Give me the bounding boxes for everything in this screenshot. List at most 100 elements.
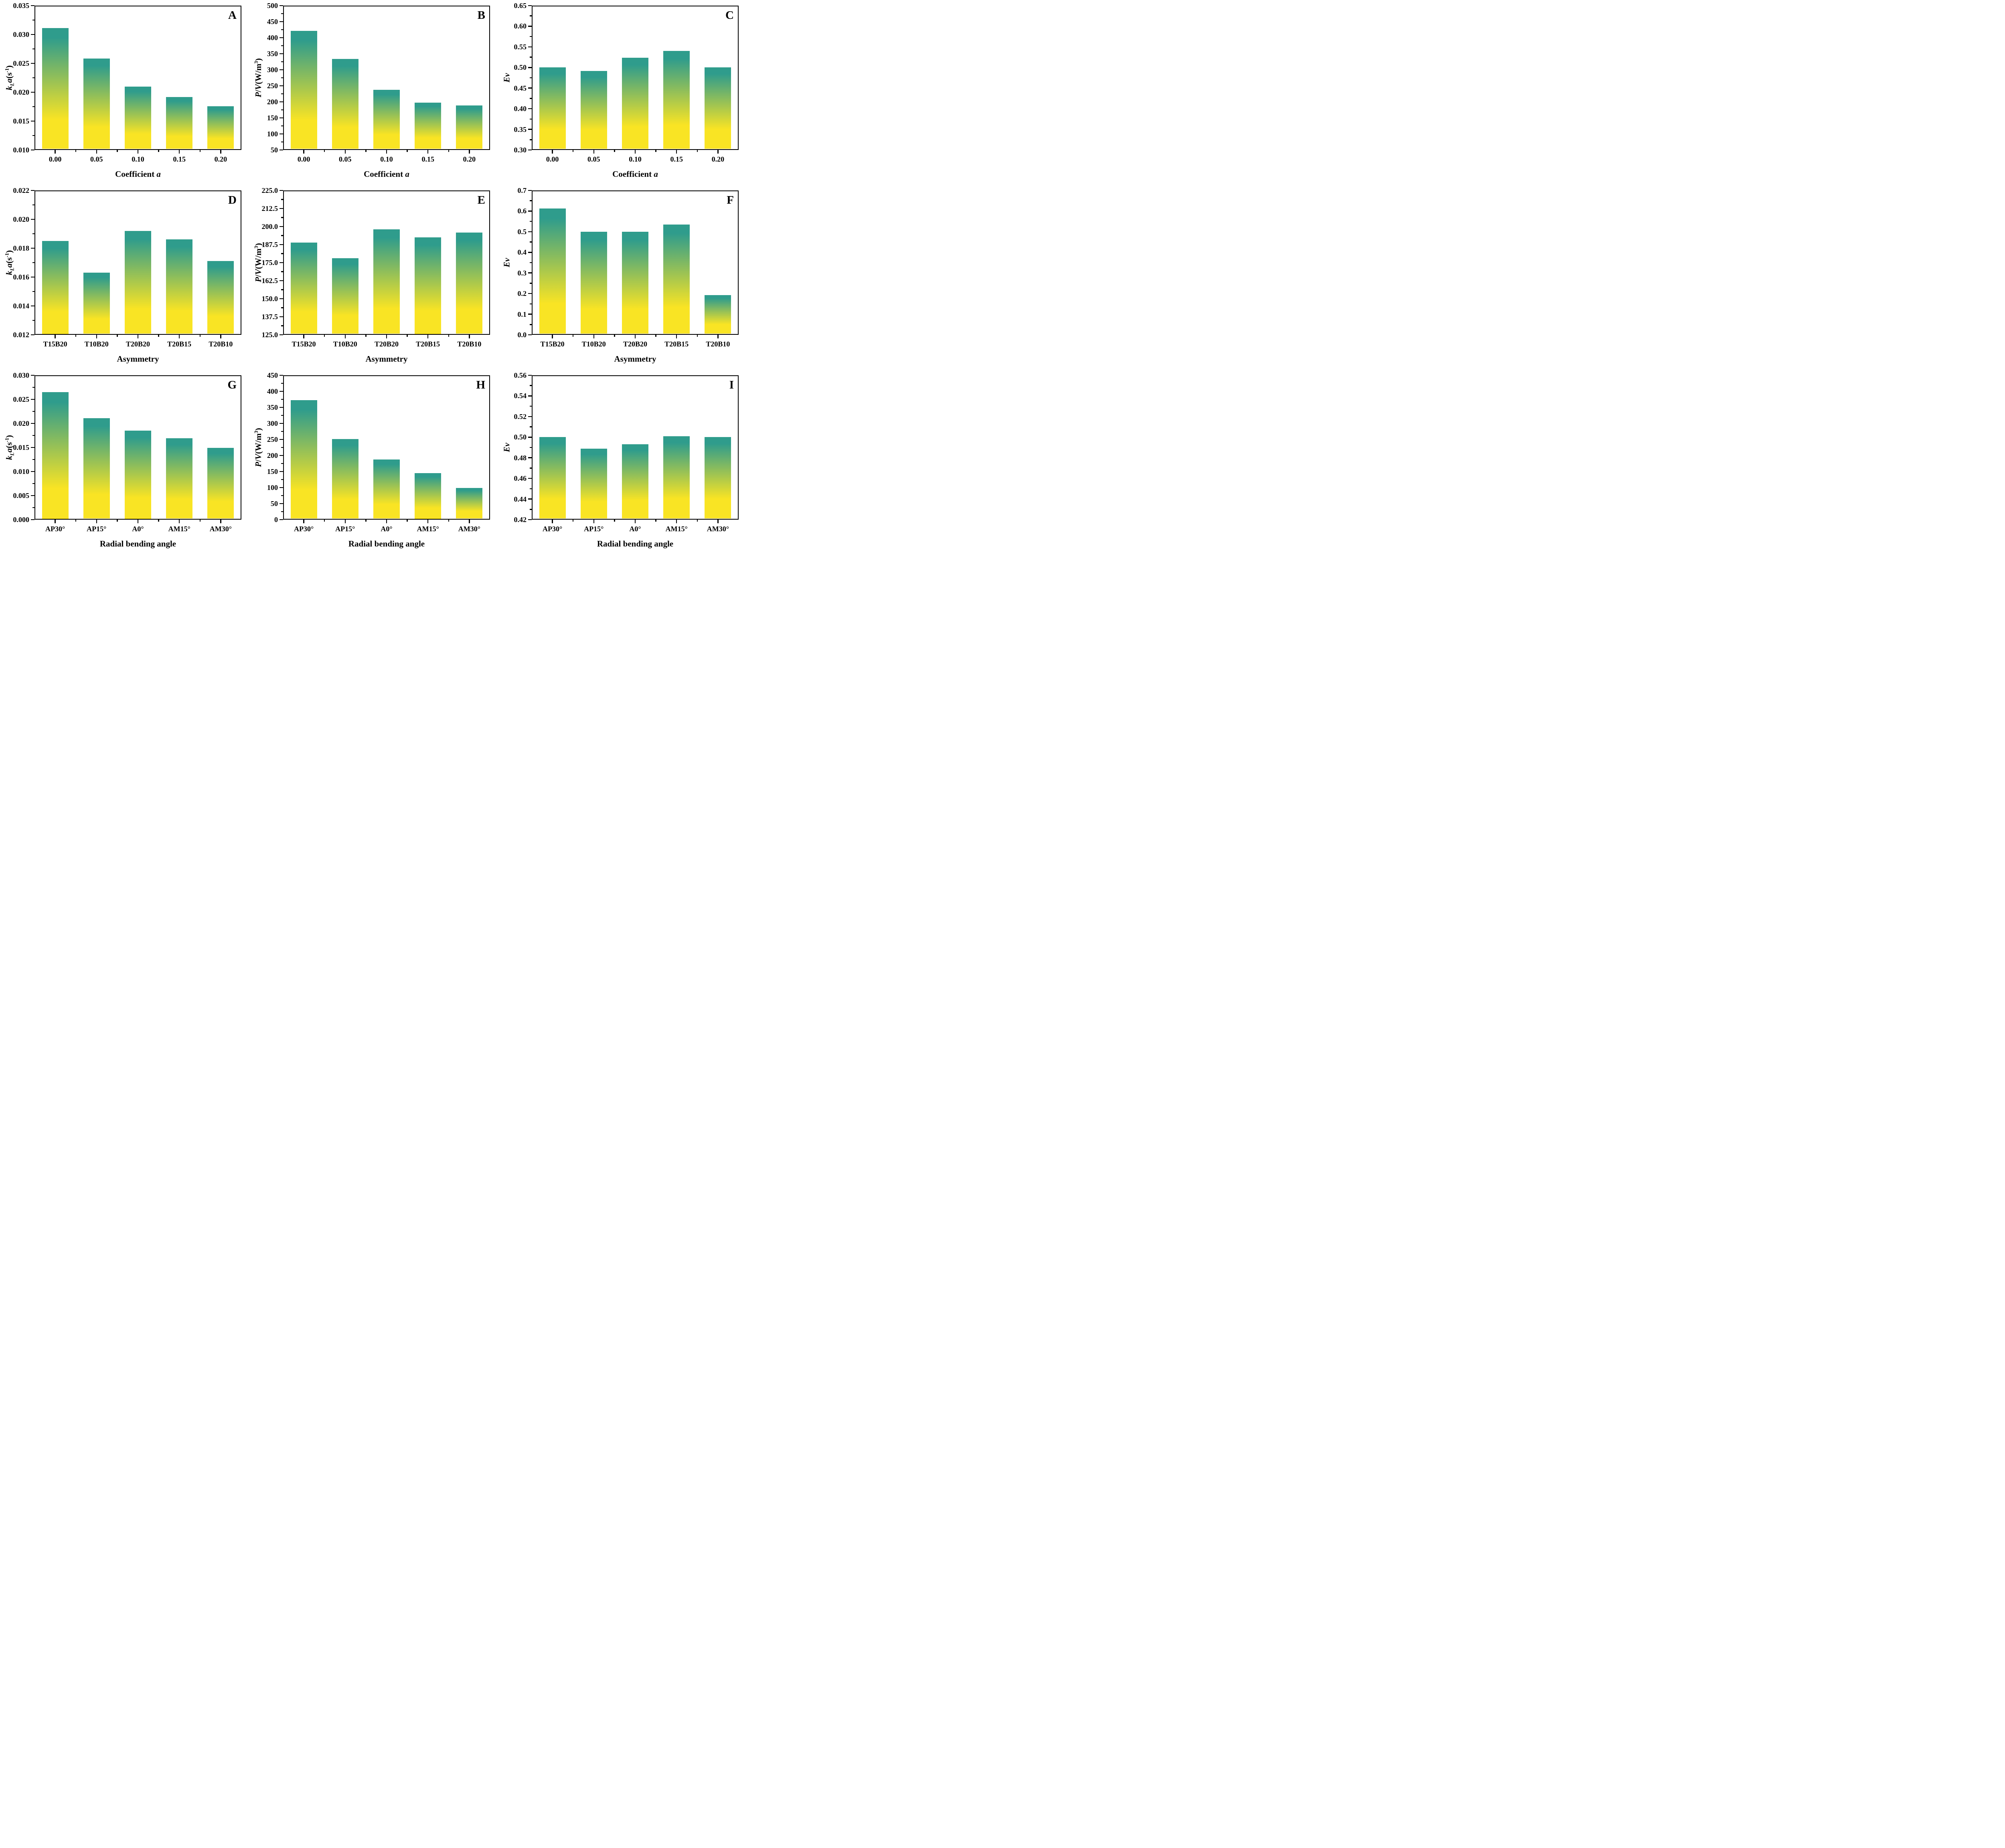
bar-0.20	[456, 105, 483, 149]
x-tick-label: AM15°	[665, 525, 688, 533]
y-tick-label: 200	[267, 451, 278, 459]
panel-letter: D	[228, 194, 237, 206]
y-tick-label: 0.50	[514, 433, 527, 441]
y-minor-tick	[32, 77, 34, 79]
bar-AM30°	[705, 437, 731, 519]
bar-A0°	[373, 459, 400, 519]
y-tick	[31, 247, 34, 249]
y-minor-tick	[530, 426, 532, 427]
y-minor-tick	[32, 411, 34, 412]
y-tick	[279, 133, 283, 135]
y-minor-tick	[530, 324, 532, 325]
x-minor-tick	[614, 520, 615, 522]
bar-AM30°	[456, 488, 483, 519]
x-minor-tick	[572, 335, 574, 337]
y-tick-label: 50	[271, 500, 278, 508]
y-tick	[528, 272, 532, 273]
bar-0.00	[42, 28, 69, 149]
y-tick	[279, 85, 283, 87]
y-minor-tick	[530, 221, 532, 222]
y-tick-label: 200.0	[261, 223, 278, 231]
bar-T20B20	[622, 231, 649, 334]
y-tick-label: 162.5	[261, 277, 278, 285]
y-tick-label: 0.52	[514, 412, 527, 421]
y-tick	[528, 314, 532, 315]
y-minor-tick	[530, 488, 532, 490]
y-tick	[279, 298, 283, 300]
x-axis-title: Radial bending angle	[99, 539, 176, 549]
y-tick	[528, 108, 532, 109]
y-axis-title: kLa(s-1)	[4, 435, 15, 460]
x-minor-tick	[448, 520, 450, 522]
y-tick-label: 0.42	[514, 516, 527, 524]
bar-AM15°	[166, 438, 193, 519]
x-tick-label: T15B20	[43, 340, 67, 348]
y-tick	[528, 374, 532, 376]
x-tick-label: 0.20	[214, 155, 227, 163]
y-tick-label: 0.018	[13, 244, 30, 252]
x-tick-label: T10B20	[84, 340, 109, 348]
y-minor-tick	[281, 13, 283, 14]
x-tick-label: AM30°	[209, 525, 232, 533]
y-minor-tick	[281, 141, 283, 143]
x-tick	[717, 150, 719, 154]
bar-T15B20	[290, 243, 317, 334]
x-tick-label: T15B20	[292, 340, 316, 348]
x-tick-label: 0.05	[587, 155, 600, 163]
x-tick-label: 0.00	[546, 155, 559, 163]
y-tick-label: 187.5	[261, 241, 278, 249]
y-minor-tick	[530, 447, 532, 448]
y-tick-label: 250	[267, 82, 278, 90]
y-axis-title: kLa(s-1)	[4, 65, 15, 90]
x-tick	[676, 520, 677, 523]
x-tick	[386, 520, 387, 523]
y-tick	[279, 5, 283, 6]
x-tick	[593, 520, 595, 523]
y-tick-label: 0.020	[13, 88, 30, 96]
y-tick-label: 0	[274, 516, 278, 524]
y-tick	[31, 34, 34, 35]
bar-T20B20	[373, 229, 400, 334]
y-tick	[528, 129, 532, 130]
y-tick-label: 100	[267, 484, 278, 492]
y-tick-label: 0.030	[13, 30, 30, 38]
x-tick	[676, 150, 677, 154]
y-minor-tick	[281, 271, 283, 272]
x-axis-title: Asymmetry	[614, 354, 656, 364]
x-tick-label: 0.10	[629, 155, 642, 163]
x-tick-label: T20B15	[664, 340, 689, 348]
x-minor-tick	[324, 150, 325, 152]
x-minor-tick	[158, 150, 159, 152]
y-minor-tick	[281, 45, 283, 47]
x-tick	[552, 335, 553, 338]
y-tick	[279, 37, 283, 38]
y-tick	[279, 374, 283, 376]
y-tick	[31, 190, 34, 191]
x-tick-label: 0.00	[49, 155, 62, 163]
bar-T10B20	[83, 273, 110, 334]
y-tick-label: 0.000	[13, 516, 30, 524]
x-axis-title: Coefficient a	[115, 169, 161, 179]
x-tick	[96, 150, 97, 154]
y-minor-tick	[530, 77, 532, 79]
x-tick	[717, 520, 719, 523]
y-minor-tick	[281, 399, 283, 400]
y-tick	[279, 53, 283, 55]
bar-A0°	[622, 444, 649, 519]
y-tick-label: 0.45	[514, 84, 527, 92]
y-tick	[528, 231, 532, 233]
bar-AP15°	[83, 418, 110, 519]
x-tick-label: 0.05	[339, 155, 352, 163]
y-tick-label: 212.5	[261, 204, 278, 213]
y-minor-tick	[281, 61, 283, 63]
y-tick-label: 125.0	[261, 331, 278, 339]
x-tick	[344, 335, 346, 338]
panel-H: 0 50 100 150 200 250 300 350 400 450 AP30° AP15° A0°…	[249, 370, 497, 555]
y-tick	[528, 5, 532, 6]
panel-letter: C	[725, 9, 734, 22]
x-minor-tick	[448, 150, 450, 152]
x-minor-tick	[75, 335, 77, 337]
y-tick	[31, 120, 34, 122]
bar-AP30°	[42, 392, 69, 519]
y-tick-label: 0.48	[514, 453, 527, 462]
